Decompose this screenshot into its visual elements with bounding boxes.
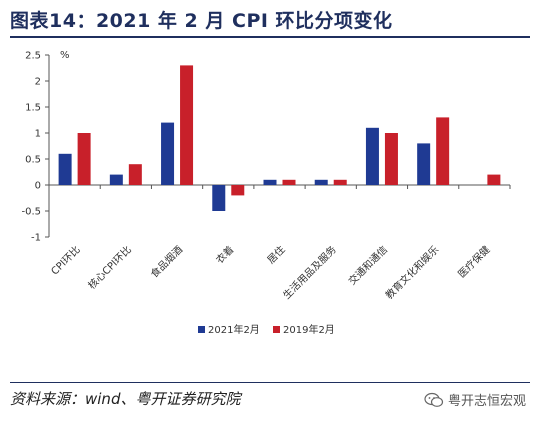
bar (180, 65, 194, 185)
y-tick-label: 0.5 (25, 155, 41, 166)
x-tick-label: 核心CPI环比 (85, 243, 134, 292)
source-note: 资料来源：wind、粤开证券研究院 (10, 390, 241, 408)
y-tick-label: 2.5 (25, 51, 41, 62)
bar (487, 174, 501, 185)
y-tick-label: -0.5 (21, 207, 41, 218)
x-tick-label: 食品烟酒 (148, 243, 185, 280)
wechat-icon (424, 392, 444, 407)
y-tick-label: 1.5 (25, 103, 41, 114)
legend-swatch (198, 326, 205, 333)
bar (231, 185, 245, 196)
x-tick-label: 医疗保健 (455, 243, 492, 280)
y-tick-label: 0 (35, 181, 41, 192)
bar (333, 179, 347, 185)
bar (109, 174, 123, 185)
bar (161, 122, 175, 185)
bar (212, 185, 226, 211)
watermark-text: 粤开志恒宏观 (447, 394, 526, 409)
bar (128, 164, 142, 185)
watermark: 粤开志恒宏观 (424, 390, 526, 409)
header-rule (10, 36, 530, 38)
bar (263, 179, 277, 185)
x-tick-label: 教育文化和娱乐 (383, 243, 442, 302)
footer-rule (10, 382, 530, 383)
y-tick-label: 2 (35, 77, 41, 88)
y-tick-label: 1 (35, 129, 41, 140)
legend-swatch (273, 326, 280, 333)
x-tick-label: CPI环比 (49, 244, 83, 278)
chart-title: 图表14：2021 年 2 月 CPI 环比分项变化 (10, 10, 393, 32)
bar-chart: 2.5 2 1.5 1 0.5 0 -0.5 -1% CPI环比 核心CPI环比 食品烟酒 衣着 居住生… (21, 50, 511, 336)
x-tick-label: 居住 (264, 243, 287, 266)
bar (365, 127, 379, 185)
x-tick-label: 交通和通信 (346, 243, 391, 288)
y-tick-label: -1 (31, 233, 41, 244)
bar (436, 117, 450, 185)
bar (314, 179, 328, 185)
bar (77, 133, 91, 185)
bar (384, 133, 398, 185)
bar (282, 179, 296, 185)
legend-label: 2021年2月 (208, 323, 260, 336)
x-tick-label: 衣着 (213, 243, 236, 266)
y-unit-label: % (60, 50, 70, 61)
bar (417, 143, 431, 185)
bar (58, 153, 72, 185)
x-tick-label: 生活用品及服务 (280, 243, 339, 302)
legend-label: 2019年2月 (283, 323, 335, 336)
